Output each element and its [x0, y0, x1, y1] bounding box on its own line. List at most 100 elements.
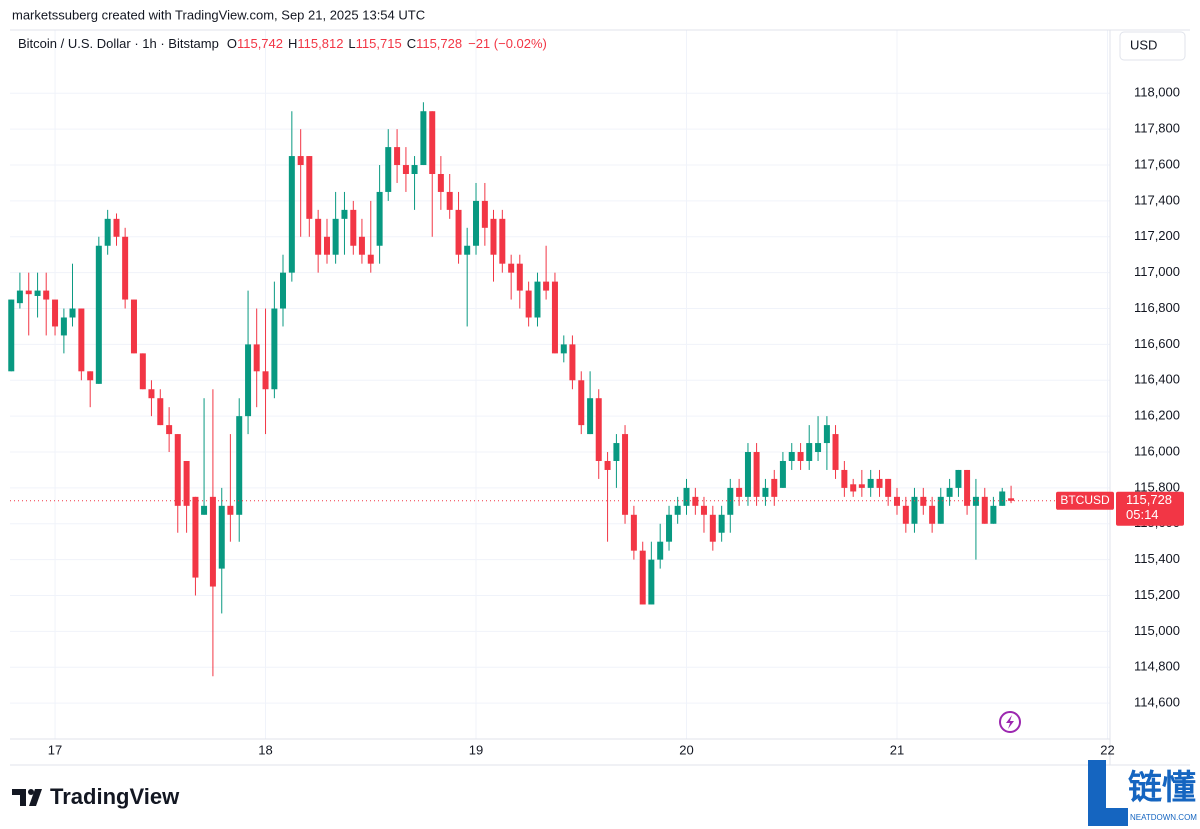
candle-body: [148, 389, 155, 399]
x-tick-label: 17: [48, 742, 62, 757]
candle-body: [516, 263, 523, 291]
candle-body: [718, 514, 725, 533]
candle-body: [543, 281, 550, 291]
x-tick-label: 20: [679, 742, 693, 757]
candle-body: [578, 380, 585, 426]
candle-body: [358, 236, 365, 255]
candle-body: [929, 505, 936, 524]
candle-body: [332, 218, 339, 255]
watermark-site: NEATDOWN.COM: [1130, 813, 1197, 822]
candle-body: [534, 281, 541, 318]
candle-body: [253, 344, 260, 372]
currency[interactable]: USD: [1130, 37, 1157, 52]
candle-body: [964, 469, 971, 506]
candle-body: [60, 317, 67, 336]
price-tag-text: 115,728: [1126, 492, 1172, 507]
candle-body: [666, 514, 673, 542]
candle-body: [902, 505, 909, 524]
candle-body: [595, 398, 602, 461]
candle-body: [744, 452, 751, 497]
candle-body: [955, 469, 962, 488]
candle-body: [823, 425, 830, 444]
candle-body: [981, 496, 988, 524]
candle-body: [25, 290, 32, 295]
candle-body: [87, 371, 94, 381]
candle-body: [280, 272, 287, 309]
candle-body: [130, 299, 137, 354]
candle-body: [1008, 498, 1015, 501]
candle-body: [271, 308, 278, 390]
candle-body: [657, 541, 664, 560]
y-tick-label: 115,400: [1134, 551, 1180, 566]
candle-body: [394, 147, 401, 166]
candle-body: [288, 156, 295, 273]
candle-body: [236, 416, 243, 515]
countdown: 05:14: [1126, 507, 1159, 522]
candle-body: [139, 353, 146, 390]
candle-body: [104, 218, 111, 246]
candle-body: [604, 460, 611, 470]
candle-body: [736, 487, 743, 497]
y-tick-label: 118,000: [1134, 85, 1180, 100]
y-tick-label: 115,000: [1134, 623, 1180, 638]
candle-body: [16, 290, 23, 304]
candle-body: [455, 209, 462, 255]
candle-body: [569, 344, 576, 381]
y-tick-label: 115,800: [1134, 479, 1180, 494]
candle-body: [323, 236, 330, 255]
candle-body: [797, 452, 804, 461]
y-tick-label: 117,000: [1134, 264, 1180, 279]
candle-body: [8, 299, 15, 372]
y-tick-label: 116,600: [1134, 336, 1180, 351]
brand-name: TradingView: [50, 784, 180, 809]
candle-body: [508, 263, 515, 273]
candle-body: [885, 478, 892, 497]
candle-body: [376, 191, 383, 246]
candle-body: [209, 496, 216, 587]
x-tick-label: 18: [258, 742, 272, 757]
candle-body: [648, 559, 655, 605]
candle-body: [350, 209, 357, 246]
snapshot-icon: [999, 711, 1021, 733]
y-tick-label: 115,200: [1134, 587, 1180, 602]
candle-body: [700, 505, 707, 515]
candle-body: [850, 484, 857, 492]
candle-body: [499, 218, 506, 264]
grid: [10, 30, 1110, 739]
candle-body: [727, 487, 734, 515]
candle-body: [788, 452, 795, 461]
candle-body: [34, 290, 41, 296]
candle-body: [429, 111, 436, 174]
ohlc-value: 115,728: [416, 36, 462, 51]
y-tick-label: 117,800: [1134, 121, 1180, 136]
x-tick-label: 22: [1100, 742, 1114, 757]
candle-body: [692, 496, 699, 506]
candle-body: [411, 165, 418, 174]
currency-button[interactable]: [1119, 31, 1186, 61]
brand: TradingView: [12, 784, 180, 809]
candle-body: [762, 487, 769, 497]
candle-body: [937, 496, 944, 524]
candle-body: [183, 460, 190, 506]
candle-body: [911, 496, 918, 524]
candle-body: [481, 200, 488, 228]
candle-body: [78, 308, 85, 372]
candle-body: [385, 147, 392, 192]
candle-body: [972, 496, 979, 506]
y-tick-label: 114,600: [1134, 695, 1180, 710]
candle-body: [753, 452, 760, 497]
candle-body: [876, 478, 883, 488]
candle-body: [490, 218, 497, 255]
x-tick-label: 21: [890, 742, 904, 757]
candles: [8, 102, 1110, 677]
y-tick-label: 116,400: [1134, 372, 1180, 387]
legend-line: Bitcoin / U.S. Dollar · 1h · Bitstamp O11…: [18, 36, 547, 51]
ohlc-key: C: [407, 36, 416, 51]
candle-body: [806, 443, 813, 461]
candle-body: [525, 290, 532, 318]
candle-body: [832, 434, 839, 470]
candle-body: [622, 434, 629, 515]
y-tick-label: 117,400: [1134, 192, 1180, 207]
candle-body: [315, 218, 322, 255]
